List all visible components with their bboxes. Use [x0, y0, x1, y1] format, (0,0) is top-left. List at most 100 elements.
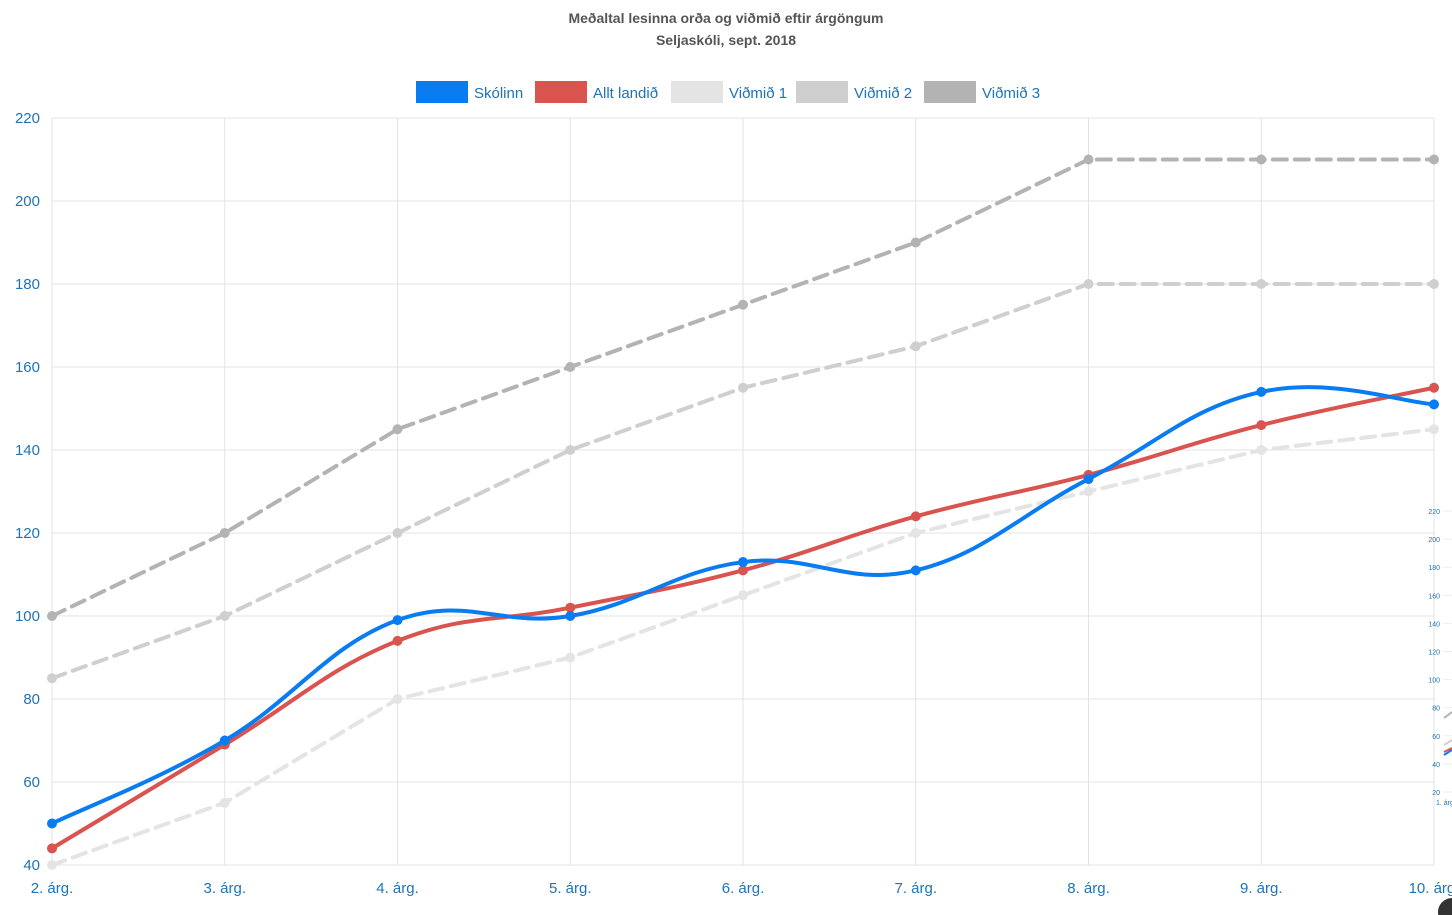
- series-2-point: [47, 860, 57, 870]
- series-1-point: [738, 565, 748, 576]
- series-1-point: [47, 843, 57, 854]
- mini-y-tick-label: 140: [1428, 621, 1440, 628]
- y-tick-label: 140: [15, 442, 40, 459]
- mini-y-tick-label: 200: [1428, 537, 1440, 544]
- x-tick-label: 6. árg.: [722, 880, 765, 897]
- y-tick-label: 80: [23, 691, 40, 708]
- legend-label: Skólinn: [474, 85, 523, 102]
- series-2-point: [392, 694, 403, 704]
- legend[interactable]: Skólinn Allt landið Viðmið 1 Viðmið 2 Viðmið…: [416, 81, 1040, 103]
- series-3-point: [1256, 279, 1267, 289]
- series-4-point: [738, 299, 748, 310]
- chart-title: Meðaltal lesinna orða og viðmið eftir ár…: [568, 10, 884, 26]
- corner-badge-icon: [1438, 898, 1452, 915]
- mini-y-tick-label: 60: [1432, 734, 1440, 741]
- series-0-point: [565, 611, 576, 621]
- y-tick-label: 40: [23, 857, 40, 874]
- x-tick-label: 9. árg.: [1240, 880, 1283, 897]
- series-2-point: [1083, 486, 1094, 497]
- legend-label: Viðmið 1: [729, 85, 787, 102]
- axis-layer: 40 60 80 100 120 140 160 180 200 220 2. árg. 3. árg…: [15, 110, 1452, 897]
- legend-item[interactable]: Viðmið 1: [671, 81, 787, 103]
- mini-y-tick-label: 20: [1432, 790, 1440, 797]
- series-3-point: [1083, 279, 1094, 289]
- series-3-point: [738, 382, 748, 393]
- mini-chart-overlay: 20 40 60 80 100 120 140 160 180 200 220 1. árg.: [1428, 509, 1452, 915]
- chart-subtitle: Seljaskóli, sept. 2018: [655, 32, 797, 48]
- legend-item[interactable]: Allt landið: [535, 81, 658, 103]
- y-tick-label: 180: [15, 276, 40, 293]
- series-1-point: [565, 602, 576, 613]
- series-3-point: [565, 445, 576, 455]
- series-4-point: [1429, 154, 1439, 165]
- series-0-point: [1256, 386, 1267, 397]
- series-2-point: [1256, 445, 1267, 455]
- series-3-point: [910, 341, 921, 352]
- series-0-point: [1429, 399, 1439, 410]
- series-1-point: [910, 511, 921, 522]
- x-tick-label: 8. árg.: [1067, 880, 1110, 897]
- x-tick-label: 3. árg.: [203, 880, 246, 897]
- series-layer: [47, 154, 1439, 870]
- series-4-point: [565, 362, 576, 372]
- x-tick-label: 10. árg.: [1409, 880, 1452, 897]
- series-0-point: [1083, 474, 1094, 485]
- series-2-point: [1429, 424, 1439, 435]
- series-2-point: [738, 590, 748, 601]
- mini-y-tick-label: 220: [1428, 509, 1440, 516]
- mini-y-tick-label: 40: [1432, 762, 1440, 769]
- y-tick-label: 60: [23, 774, 40, 791]
- series-4-point: [1256, 154, 1267, 165]
- series-4-point: [1083, 154, 1094, 165]
- legend-item[interactable]: Skólinn: [416, 81, 523, 103]
- mini-series-line: [1443, 739, 1452, 746]
- legend-label: Viðmið 3: [982, 85, 1040, 102]
- series-1-point: [1429, 382, 1439, 393]
- mini-y-tick-label: 180: [1428, 565, 1440, 572]
- series-3-point: [219, 611, 230, 621]
- series-1-point: [392, 635, 403, 646]
- series-4-point: [219, 528, 230, 538]
- series-2-point: [565, 652, 576, 663]
- mini-y-tick-label: 100: [1428, 678, 1440, 685]
- series-0-point: [219, 735, 230, 746]
- x-tick-label: 2. árg.: [31, 880, 74, 897]
- series-2-point: [910, 528, 921, 538]
- mini-y-tick-label: 160: [1428, 593, 1440, 600]
- legend-swatch: [796, 81, 848, 103]
- y-tick-label: 100: [15, 608, 40, 625]
- series-0-point: [738, 557, 748, 568]
- y-tick-label: 220: [15, 110, 40, 127]
- mini-series-line: [1443, 747, 1452, 753]
- series-3-point: [392, 528, 403, 538]
- x-tick-label: 7. árg.: [894, 880, 937, 897]
- mini-y-tick-label: 80: [1432, 706, 1440, 713]
- legend-item[interactable]: Viðmið 3: [924, 81, 1040, 103]
- y-tick-label: 200: [15, 193, 40, 210]
- y-tick-label: 120: [15, 525, 40, 542]
- mini-y-tick-label: 120: [1428, 650, 1440, 657]
- legend-swatch: [535, 81, 587, 103]
- series-3-point: [47, 673, 57, 684]
- legend-label: Allt landið: [593, 85, 658, 102]
- legend-label: Viðmið 2: [854, 85, 912, 102]
- series-2-point: [219, 797, 230, 808]
- grid-layer: [51, 117, 1435, 866]
- series-0-point: [910, 565, 921, 576]
- legend-swatch: [416, 81, 468, 103]
- legend-swatch: [671, 81, 723, 103]
- series-4-point: [392, 424, 403, 435]
- series-0-point: [392, 615, 403, 626]
- mini-x-tick-label: 1. árg.: [1436, 800, 1452, 807]
- series-4-point: [47, 611, 57, 621]
- x-tick-label: 5. árg.: [549, 880, 592, 897]
- x-tick-label: 4. árg.: [376, 880, 419, 897]
- series-0-point: [47, 818, 57, 829]
- legend-item[interactable]: Viðmið 2: [796, 81, 912, 103]
- mini-series-line: [1443, 749, 1452, 756]
- legend-swatch: [924, 81, 976, 103]
- y-tick-label: 160: [15, 359, 40, 376]
- series-4-point: [910, 237, 921, 248]
